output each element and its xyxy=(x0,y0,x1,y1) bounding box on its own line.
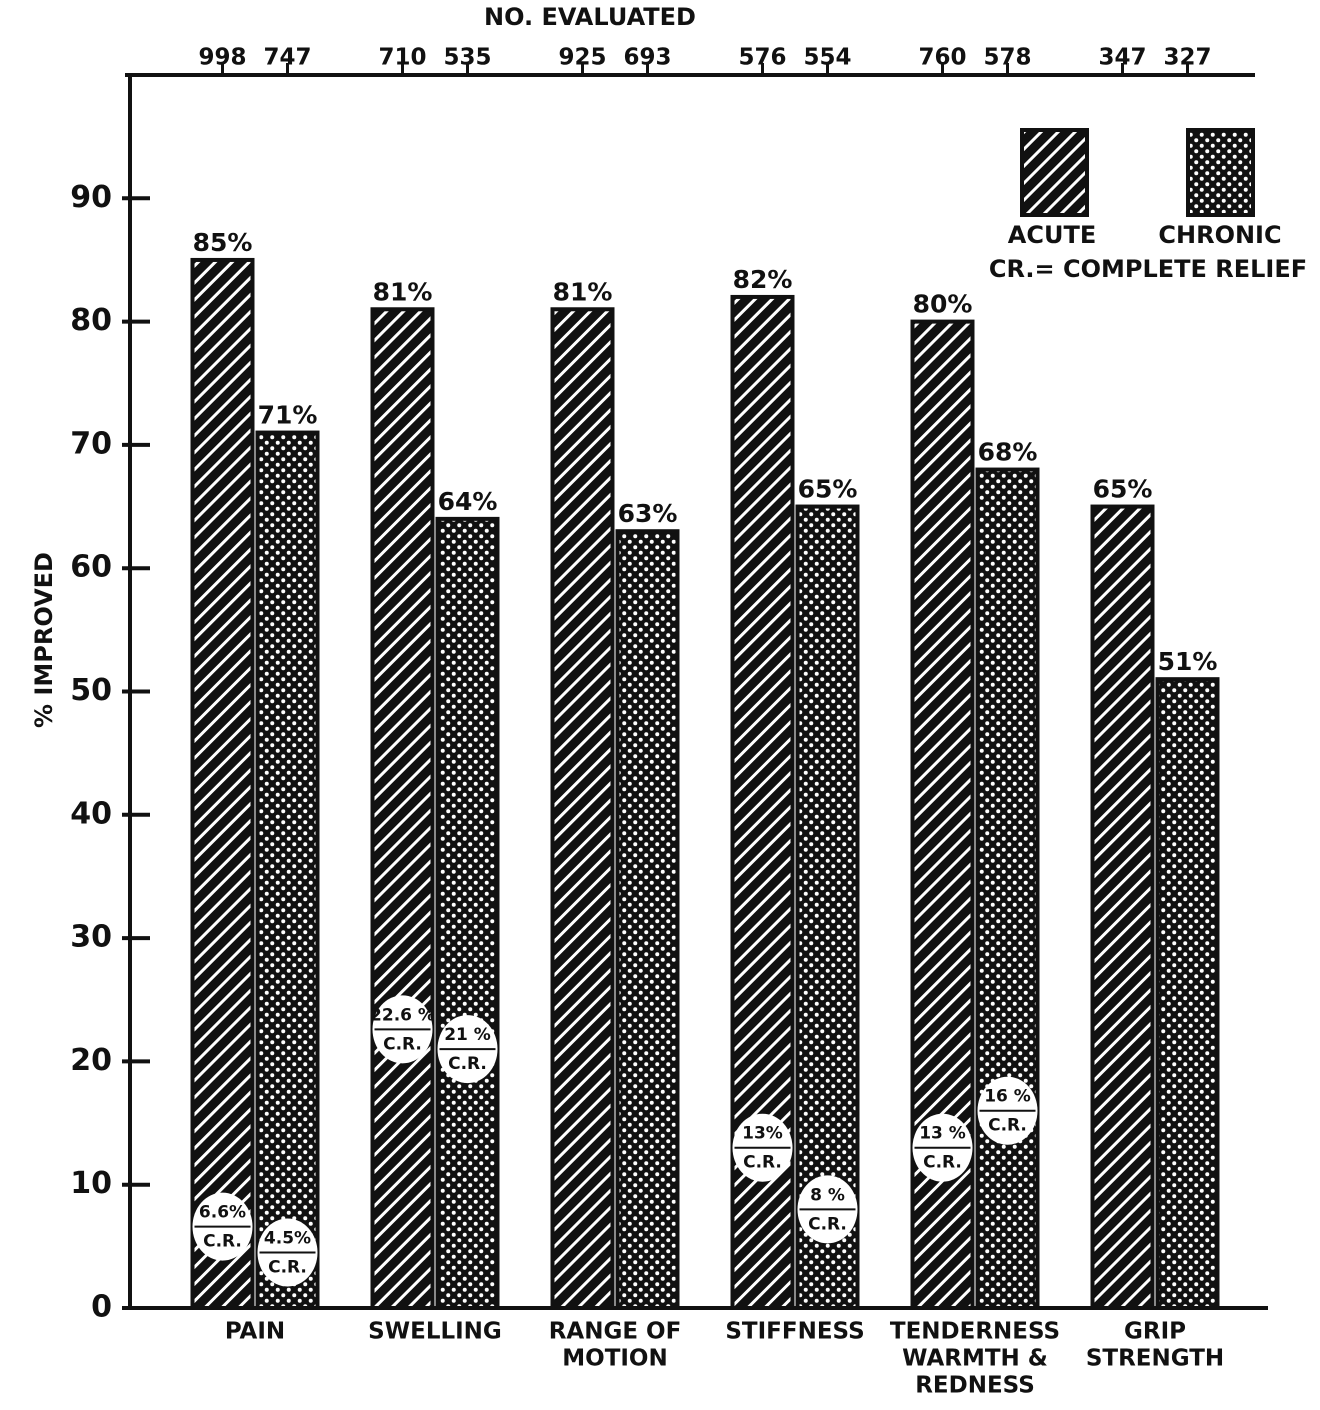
n-evaluated: 576 xyxy=(738,45,786,71)
bar xyxy=(370,307,435,1310)
complete-relief-value: 4.5% xyxy=(264,1229,311,1249)
x-tick-label: STIFFNESS xyxy=(725,1319,864,1345)
bar xyxy=(190,257,255,1311)
n-evaluated: 747 xyxy=(263,45,311,71)
y-tick-label: 0 xyxy=(91,1290,112,1325)
x-tick-label: REDNESS xyxy=(915,1373,1035,1399)
complete-relief-value: 13 % xyxy=(919,1124,966,1144)
value-label: 65% xyxy=(1093,475,1153,504)
complete-relief-tag: C.R. xyxy=(988,1116,1027,1136)
y-tick-label: 90 xyxy=(70,180,112,215)
y-axis-label: % IMPROVED xyxy=(30,552,58,728)
complete-relief-value: 8 % xyxy=(810,1185,845,1205)
bar xyxy=(615,529,680,1310)
value-label: 51% xyxy=(1158,647,1218,676)
x-tick-label: TENDERNESS xyxy=(890,1319,1060,1345)
complete-relief-tag: C.R. xyxy=(743,1153,782,1173)
complete-relief-value: 22.6 % xyxy=(370,1005,435,1025)
value-label: 82% xyxy=(733,265,793,294)
legend-swatch xyxy=(1186,128,1255,217)
n-evaluated: 760 xyxy=(918,45,966,71)
value-label: 80% xyxy=(913,290,973,319)
complete-relief-tag: C.R. xyxy=(448,1054,487,1074)
n-evaluated: 535 xyxy=(443,45,491,71)
bar xyxy=(1155,677,1220,1310)
bar xyxy=(435,516,500,1310)
bar xyxy=(795,504,860,1310)
legend-label: CHRONIC xyxy=(1158,221,1281,249)
y-tick-label: 30 xyxy=(70,920,112,955)
y-tick-label: 60 xyxy=(70,550,112,585)
legend-label: ACUTE xyxy=(1008,221,1096,249)
y-tick-label: 40 xyxy=(70,796,112,831)
x-tick-label: PAIN xyxy=(225,1319,285,1345)
n-evaluated: 327 xyxy=(1163,45,1211,71)
legend-swatch xyxy=(1020,128,1089,217)
n-evaluated: 578 xyxy=(983,45,1031,71)
y-tick-label: 70 xyxy=(70,426,112,461)
x-tick-label: WARMTH & xyxy=(902,1346,1048,1372)
bar xyxy=(255,430,320,1310)
value-label: 64% xyxy=(438,487,498,516)
bar xyxy=(975,467,1040,1310)
x-tick-label: RANGE OF xyxy=(549,1319,682,1345)
y-tick-label: 50 xyxy=(70,673,112,708)
value-label: 65% xyxy=(798,475,858,504)
y-tick-label: 80 xyxy=(70,303,112,338)
n-evaluated: 347 xyxy=(1098,45,1146,71)
x-tick-label: MOTION xyxy=(562,1346,668,1372)
x-tick-label: STRENGTH xyxy=(1086,1346,1224,1372)
value-label: 81% xyxy=(373,277,433,306)
complete-relief-value: 21 % xyxy=(444,1025,491,1045)
complete-relief-value: 6.6% xyxy=(199,1203,246,1223)
top-axis-title: NO. EVALUATED xyxy=(484,3,696,31)
n-evaluated: 693 xyxy=(623,45,671,71)
bar xyxy=(1090,504,1155,1310)
x-tick-label: SWELLING xyxy=(368,1319,502,1345)
complete-relief-tag: C.R. xyxy=(923,1153,962,1173)
n-evaluated: 554 xyxy=(803,45,851,71)
complete-relief-tag: C.R. xyxy=(268,1258,307,1278)
x-tick-label: GRIP xyxy=(1124,1319,1186,1345)
value-label: 63% xyxy=(618,499,678,528)
y-tick-label: 20 xyxy=(70,1043,112,1078)
value-label: 81% xyxy=(553,277,613,306)
complete-relief-tag: C.R. xyxy=(383,1034,422,1054)
n-evaluated: 998 xyxy=(198,45,246,71)
complete-relief-value: 13% xyxy=(742,1124,783,1144)
y-tick-label: 10 xyxy=(70,1166,112,1201)
n-evaluated: 710 xyxy=(378,45,426,71)
value-label: 85% xyxy=(193,228,253,257)
n-evaluated: 925 xyxy=(558,45,606,71)
bar xyxy=(550,307,615,1310)
legend-note: CR.= COMPLETE RELIEF xyxy=(989,255,1307,283)
complete-relief-value: 16 % xyxy=(984,1087,1031,1107)
value-label: 68% xyxy=(978,438,1038,467)
value-label: 71% xyxy=(258,401,318,430)
complete-relief-tag: C.R. xyxy=(203,1232,242,1252)
complete-relief-tag: C.R. xyxy=(808,1214,847,1234)
